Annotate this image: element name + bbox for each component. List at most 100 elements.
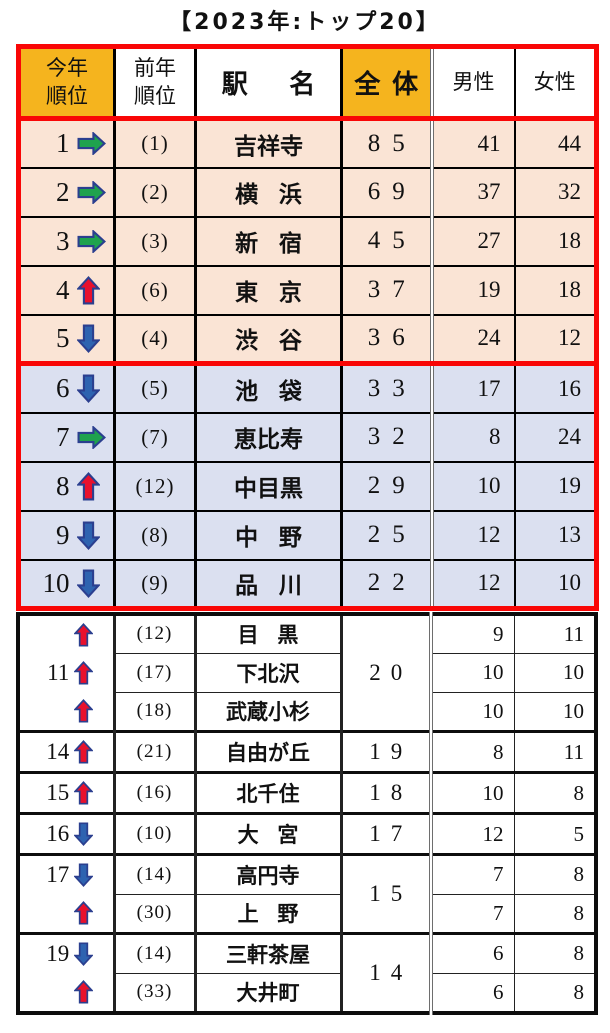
male-count-cell: 12 [429,812,515,855]
female-count-cell: 18 [513,264,598,316]
table-row: 8 (12) 中目黒 29 10 19 [17,460,598,512]
station-name-cell: 北千住 [194,771,343,814]
rank-change-arrow-icon [77,229,107,253]
rank-change-arrow-icon [76,374,107,404]
table-row: 2 (2) 横 浜 69 37 32 [17,166,598,218]
male-count-cell: 10 [429,691,515,733]
female-count-cell: 10 [513,691,597,733]
previous-rank-cell: (3) [113,215,197,267]
station-name-cell: 新 宿 [194,215,343,267]
station-name-cell: 三軒茶屋 [194,932,343,974]
male-count-cell: 10 [429,460,516,512]
rank-change-arrow-icon [74,623,99,647]
station-name-cell: 大井町 [194,972,343,1014]
total-cell: 20 [340,613,432,732]
previous-rank-cell: (2) [113,166,197,218]
rank-change-arrow-icon [77,425,107,449]
rank-change-arrow-icon [76,324,107,353]
female-count-cell: 13 [513,509,598,561]
female-count-cell: 16 [513,362,598,414]
total-cell: 85 [340,117,433,169]
female-count-cell: 32 [513,166,598,218]
station-name-cell: 大 宮 [194,812,343,855]
female-count-cell: 5 [513,812,597,855]
rank-1-5-table: 1 (1) 吉祥寺 85 41 44 2 (2) 横 浜 69 37 32 3 … [16,116,599,366]
rank-cell: 5 [17,313,116,365]
male-count-cell: 19 [429,264,516,316]
female-count-cell: 44 [513,117,598,169]
station-name-cell: 恵比寿 [194,411,343,463]
previous-rank-cell: (9) [113,558,197,610]
rank-change-arrow-icon [76,471,107,501]
male-count-cell: 8 [429,730,515,773]
station-name-cell: 中目黒 [194,460,343,512]
rank-cell: 3 [17,215,116,267]
male-count-cell: 37 [429,166,516,218]
male-count-cell: 9 [429,613,515,654]
total-cell: 45 [340,215,433,267]
table-row: 3 (3) 新 宿 45 27 18 [17,215,598,267]
station-name-cell: 自由が丘 [194,730,343,773]
table-row: 1 (1) 吉祥寺 85 41 44 [17,117,598,169]
rank-change-arrow-icon [74,740,99,764]
col-header-male: 男性 [429,45,516,120]
rank-change-arrow-icon [74,980,99,1004]
rank-cell: 17 [17,853,116,934]
male-count-cell: 17 [429,362,516,414]
previous-rank-cell: (6) [113,264,197,316]
previous-rank-cell: (17) [113,652,197,693]
table-row: 9 (8) 中 野 25 12 13 [17,509,598,561]
station-name-cell: 品 川 [194,558,343,610]
previous-rank-cell: (16) [113,771,197,814]
station-name-cell: 目 黒 [194,613,343,654]
table-row: 11 (12) 目 黒 20 9 11 [17,613,597,732]
previous-rank-cell: (30) [113,893,197,934]
rank-change-arrow-icon [76,569,107,598]
rank-cell: 4 [17,264,116,316]
male-count-cell: 41 [429,117,516,169]
col-header-current-rank: 今年 順位 [17,45,116,120]
rank-change-arrow-icon [74,699,99,723]
rank-cell: 2 [17,166,116,218]
rank-change-arrow-icon [74,942,99,966]
page-title: 【2023年:トップ20】 [169,10,441,35]
total-cell: 19 [340,730,432,773]
male-count-cell: 7 [429,893,515,934]
rank-cell: 1 [17,117,116,169]
header-row: 今年 順位 前年 順位 駅名 全体 男性 女性 [17,45,598,120]
male-count-cell: 27 [429,215,516,267]
col-header-station-name: 駅名 [194,45,343,120]
female-count-cell: 8 [513,771,597,814]
col-header-total: 全体 [340,45,433,120]
station-name-cell: 高円寺 [194,853,343,895]
total-cell: 25 [340,509,433,561]
male-count-cell: 12 [429,558,516,610]
male-count-cell: 12 [429,509,516,561]
station-name-cell: 吉祥寺 [194,117,343,169]
female-count-cell: 10 [513,652,597,693]
total-cell: 22 [340,558,433,610]
rank-cell: 11 [17,613,116,732]
previous-rank-cell: (8) [113,509,197,561]
rank-change-arrow-icon [74,863,99,887]
station-name-cell: 上 野 [194,893,343,934]
rank-change-arrow-icon [76,521,107,550]
table-row: 10 (9) 品 川 22 12 10 [17,558,598,610]
rank-cell: 6 [17,362,116,414]
total-cell: 17 [340,812,432,855]
rank-change-arrow-icon [74,822,99,846]
rank-change-arrow-icon [74,661,99,685]
female-count-cell: 8 [513,932,597,974]
male-count-cell: 10 [429,771,515,814]
rank-cell: 15 [17,771,116,814]
previous-rank-cell: (14) [113,853,197,895]
male-count-cell: 24 [429,313,516,365]
male-count-cell: 10 [429,652,515,693]
station-name-cell: 中 野 [194,509,343,561]
male-count-cell: 7 [429,853,515,895]
station-name-cell: 下北沢 [194,652,343,693]
rank-cell: 7 [17,411,116,463]
rank-6-10-table: 6 (5) 池 袋 33 17 16 7 (7) 恵比寿 32 8 24 8 (… [16,361,599,611]
female-count-cell: 12 [513,313,598,365]
previous-rank-cell: (5) [113,362,197,414]
